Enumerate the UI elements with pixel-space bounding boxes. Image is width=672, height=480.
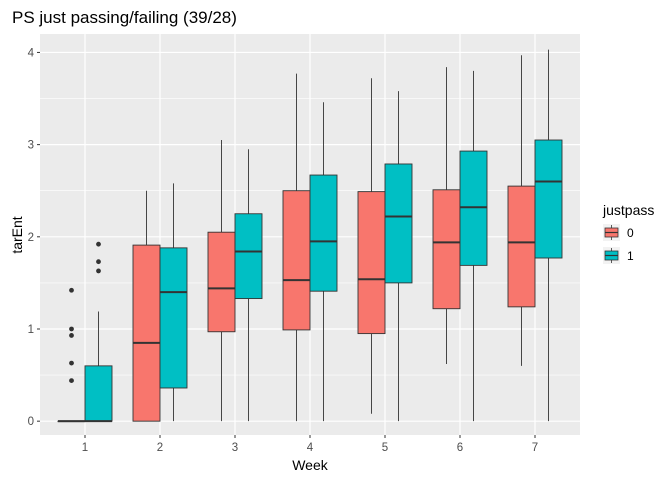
- box-week-6-group-0: [432, 67, 461, 365]
- box-iqr: [309, 174, 338, 292]
- box-week-6-group-1: [459, 70, 488, 422]
- x-tick-label: 2: [157, 442, 163, 454]
- outlier-point: [96, 259, 101, 265]
- box-week-1-group-1: [84, 241, 113, 423]
- box-layer: [57, 49, 563, 423]
- outlier-point: [96, 268, 101, 274]
- box-iqr: [432, 189, 461, 310]
- y-tick-label: 2: [28, 232, 34, 244]
- outlier-point: [96, 241, 101, 247]
- outlier-point: [69, 378, 74, 384]
- x-tick-label: 5: [382, 442, 388, 454]
- x-tick-label: 4: [307, 442, 314, 454]
- legend-key-0: [603, 224, 620, 241]
- box-week-2-group-0: [132, 190, 161, 422]
- outlier-point: [69, 287, 74, 293]
- box-iqr: [159, 247, 188, 389]
- legend: justpass 0 1: [602, 202, 654, 264]
- legend-label-1: 1: [627, 249, 634, 263]
- box-iqr: [84, 365, 113, 422]
- y-tick-label: 3: [28, 140, 34, 152]
- box-week-5-group-0: [357, 78, 386, 414]
- box-iqr: [132, 244, 161, 422]
- y-tick-label: 0: [28, 416, 34, 428]
- x-axis: 1 2 3 4 5 6 7: [82, 435, 538, 454]
- legend-title: justpass: [602, 202, 654, 218]
- outlier-point: [69, 326, 74, 332]
- box-iqr: [282, 190, 311, 331]
- box-week-1-group-0: [57, 287, 86, 423]
- box-week-7-group-1: [534, 49, 563, 422]
- box-iqr: [534, 139, 563, 259]
- box-iqr: [357, 191, 386, 335]
- y-axis: 0 1 2 3 4: [28, 47, 40, 428]
- y-tick-label: 1: [28, 324, 34, 336]
- box-iqr: [384, 163, 413, 284]
- box-week-7-group-0: [507, 55, 536, 366]
- legend-label-0: 0: [627, 226, 634, 240]
- box-week-4-group-0: [282, 73, 311, 422]
- y-tick-label: 4: [28, 47, 35, 59]
- box-week-2-group-1: [159, 183, 188, 422]
- chart-title: PS just passing/failing (39/28): [12, 8, 237, 27]
- outlier-point: [69, 333, 74, 338]
- x-tick-label: 3: [232, 442, 238, 454]
- box-iqr: [507, 185, 536, 308]
- outlier-point: [69, 360, 74, 366]
- box-week-5-group-1: [384, 91, 413, 422]
- box-iqr: [234, 213, 263, 300]
- box-week-4-group-1: [309, 102, 338, 422]
- box-week-3-group-1: [234, 149, 263, 422]
- box-iqr: [207, 231, 236, 333]
- x-tick-label: 6: [457, 442, 463, 454]
- legend-key-1: [603, 247, 620, 264]
- box-week-3-group-0: [207, 140, 236, 422]
- x-tick-label: 7: [532, 442, 538, 454]
- x-tick-label: 1: [82, 442, 88, 454]
- x-axis-title: Week: [292, 457, 329, 473]
- y-axis-title: tarEnt: [9, 216, 25, 253]
